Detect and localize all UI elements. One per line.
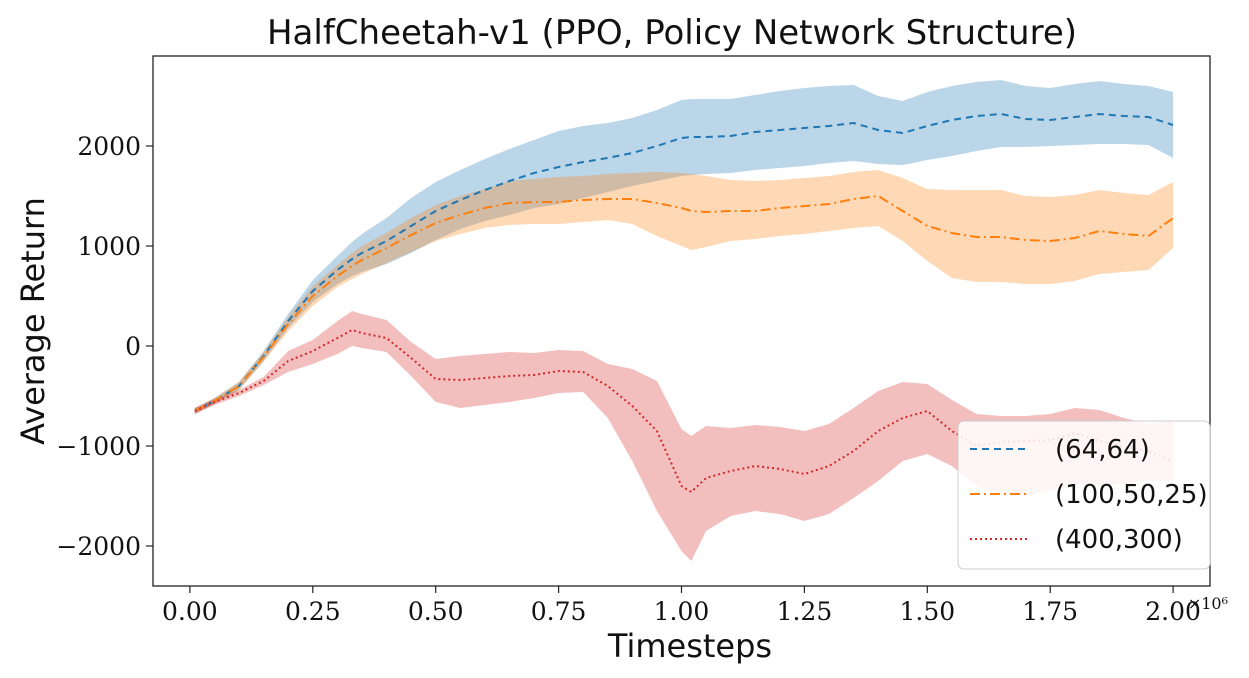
- x-tick-label: 1.25: [777, 597, 833, 626]
- x-tick-label: 0.00: [162, 597, 218, 626]
- x-axis-offset-label: ×10⁶: [1188, 594, 1228, 613]
- y-tick-label: −2000: [56, 532, 141, 561]
- x-tick-label: 1.75: [1022, 597, 1078, 626]
- x-tick-label: 0.75: [531, 597, 587, 626]
- legend-box: [957, 420, 1211, 570]
- x-tick-label: 2.00: [1145, 597, 1201, 626]
- y-tick-label: 0: [125, 332, 141, 361]
- y-axis-label: Average Return: [14, 197, 52, 445]
- legend-label-2: (400,300): [1055, 525, 1183, 555]
- y-tick-label: 1000: [77, 232, 141, 261]
- series-lines: [194, 113, 1174, 493]
- legend-label-0: (64,64): [1055, 435, 1150, 465]
- band-series-0: [194, 80, 1174, 414]
- band-series-1: [194, 170, 1174, 414]
- line-series-0: [194, 113, 1174, 412]
- y-tick-label: −1000: [56, 432, 141, 461]
- y-axis-ticks: −2000 −1000 0 1000 2000: [56, 132, 153, 561]
- x-tick-label: 0.25: [285, 597, 341, 626]
- line-series-1: [194, 195, 1174, 412]
- x-axis-label: Timesteps: [607, 627, 772, 665]
- line-series-2: [194, 329, 1174, 493]
- confidence-bands: [194, 80, 1174, 561]
- chart-title: HalfCheetah-v1 (PPO, Policy Network Stru…: [267, 13, 1077, 53]
- x-tick-label: 1.00: [654, 597, 710, 626]
- x-tick-label: 1.50: [899, 597, 955, 626]
- band-series-2: [194, 311, 1174, 561]
- legend: (64,64) (100,50,25) (400,300): [957, 420, 1211, 570]
- x-axis-ticks: 0.00 0.25 0.50 0.75 1.00 1.25 1.50 1.75 2.00: [162, 586, 1201, 626]
- legend-label-1: (100,50,25): [1055, 480, 1208, 510]
- y-tick-label: 2000: [77, 132, 141, 161]
- x-tick-label: 0.50: [408, 597, 464, 626]
